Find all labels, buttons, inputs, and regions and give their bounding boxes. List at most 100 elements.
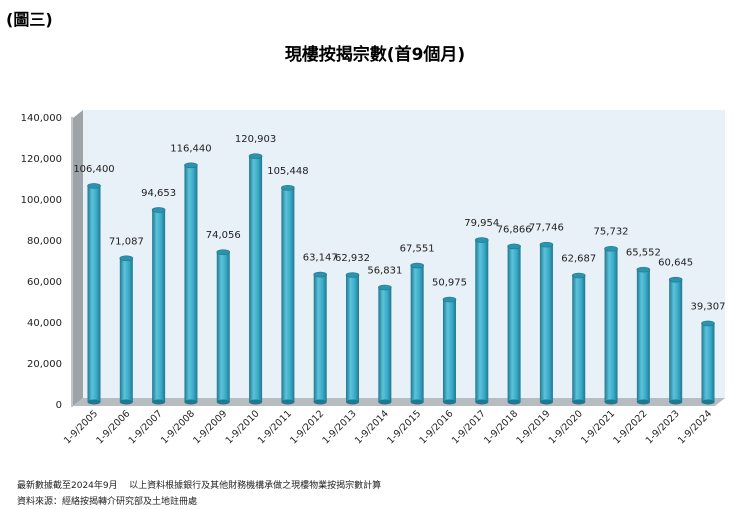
bar-base	[604, 399, 618, 405]
y-tick-label: 120,000	[21, 154, 62, 165]
bar-cap	[701, 320, 715, 327]
bar	[313, 274, 327, 402]
bar-base	[636, 399, 650, 405]
data-label: 65,552	[626, 248, 661, 259]
y-tick-label: 60,000	[27, 277, 62, 288]
data-label: 62,932	[335, 253, 370, 264]
y-tick-label: 80,000	[27, 236, 62, 247]
y-tick-label: 40,000	[27, 318, 62, 329]
data-label: 74,056	[206, 230, 241, 241]
bar-base	[572, 399, 586, 405]
footnote-source: 資料來源：經絡按揭轉介研究部及土地註冊處	[17, 497, 198, 507]
chart-title: 現樓按揭宗數(首9個月)	[284, 45, 466, 65]
x-tick-label: 1-9/2015	[385, 408, 423, 446]
bar	[281, 187, 295, 402]
x-tick-label: 1-9/2010	[224, 408, 262, 446]
side-wall	[73, 110, 83, 406]
x-tick-label: 1-9/2012	[288, 408, 326, 446]
bar-base	[152, 399, 166, 405]
data-label: 62,687	[561, 253, 596, 264]
bar	[572, 275, 586, 402]
data-label: 67,551	[400, 244, 435, 255]
data-label: 116,440	[170, 143, 211, 154]
data-label: 60,645	[658, 258, 693, 269]
y-tick-label: 20,000	[27, 359, 62, 370]
data-label: 105,448	[267, 166, 308, 177]
x-tick-label: 1-9/2024	[676, 408, 714, 446]
x-tick-label: 1-9/2006	[94, 408, 132, 446]
data-label: 77,746	[529, 223, 564, 234]
bar	[475, 240, 489, 402]
bar-base	[119, 399, 133, 405]
bar-base	[216, 399, 230, 405]
bar	[442, 299, 456, 402]
data-label: 76,866	[497, 224, 532, 235]
bar	[152, 209, 166, 402]
bar	[539, 244, 553, 402]
bar-base	[475, 399, 489, 405]
y-tick-label: 140,000	[21, 113, 62, 124]
data-label: 79,954	[464, 218, 499, 229]
bar-base	[346, 399, 360, 405]
bar	[249, 156, 263, 402]
x-tick-label: 1-9/2017	[450, 408, 488, 446]
y-tick-label: 0	[56, 400, 62, 411]
data-label: 94,653	[141, 188, 176, 199]
x-tick-label: 1-9/2018	[482, 408, 520, 446]
x-tick-label: 1-9/2023	[644, 408, 682, 446]
bar	[119, 258, 133, 402]
bar-cap	[216, 249, 231, 255]
bar-cap	[313, 271, 328, 278]
bar-cap	[507, 243, 521, 250]
x-tick-label: 1-9/2011	[256, 408, 294, 446]
back-wall	[83, 110, 725, 398]
bar-cap	[636, 266, 651, 273]
bar-cap	[378, 284, 392, 291]
bar-base	[507, 399, 521, 405]
bar-cap	[151, 207, 166, 213]
data-label: 56,831	[367, 265, 402, 276]
y-tick-label: 100,000	[21, 195, 62, 206]
bar-cap	[281, 185, 295, 191]
bar	[701, 323, 715, 402]
figure-tag: (圖三)	[6, 10, 53, 29]
bar-base	[701, 399, 715, 405]
data-label: 39,307	[691, 301, 726, 312]
x-tick-label: 1-9/2009	[191, 408, 229, 446]
x-tick-label: 1-9/2005	[62, 408, 100, 446]
data-label: 75,732	[594, 227, 629, 238]
bar	[604, 248, 618, 402]
bar	[184, 165, 198, 402]
bar-cap	[474, 237, 489, 243]
bar-cap	[539, 241, 554, 248]
bar-base	[249, 399, 263, 405]
bar-base	[281, 399, 295, 405]
bar-cap	[87, 183, 101, 189]
bar-base	[378, 399, 392, 405]
bar-base	[313, 399, 327, 405]
bar-cap	[571, 272, 586, 279]
bar-base	[442, 399, 456, 405]
bar-base	[539, 399, 553, 405]
bar-base	[87, 399, 101, 405]
x-tick-label: 1-9/2022	[611, 408, 649, 446]
bar	[636, 269, 650, 402]
bar-cap	[410, 262, 424, 269]
bar-cap	[248, 153, 263, 159]
bar	[410, 265, 424, 402]
bar-cap	[668, 276, 683, 283]
x-tick-label: 1-9/2019	[514, 408, 552, 446]
bar-cap	[184, 162, 198, 169]
bar-cap	[119, 255, 134, 262]
data-label: 50,975	[432, 278, 467, 289]
bar	[87, 185, 101, 402]
bar	[216, 252, 230, 402]
bar	[507, 246, 521, 402]
footnote-data-cutoff: 最新數據截至2024年9月 以上資料根據銀行及其他財務機構承做之現樓物業按揭宗數…	[17, 481, 382, 491]
x-tick-label: 1-9/2013	[321, 408, 359, 446]
x-tick-label: 1-9/2020	[547, 408, 585, 446]
bar-cap	[442, 296, 457, 303]
x-tick-label: 1-9/2008	[159, 408, 197, 446]
bar-base	[184, 399, 198, 405]
